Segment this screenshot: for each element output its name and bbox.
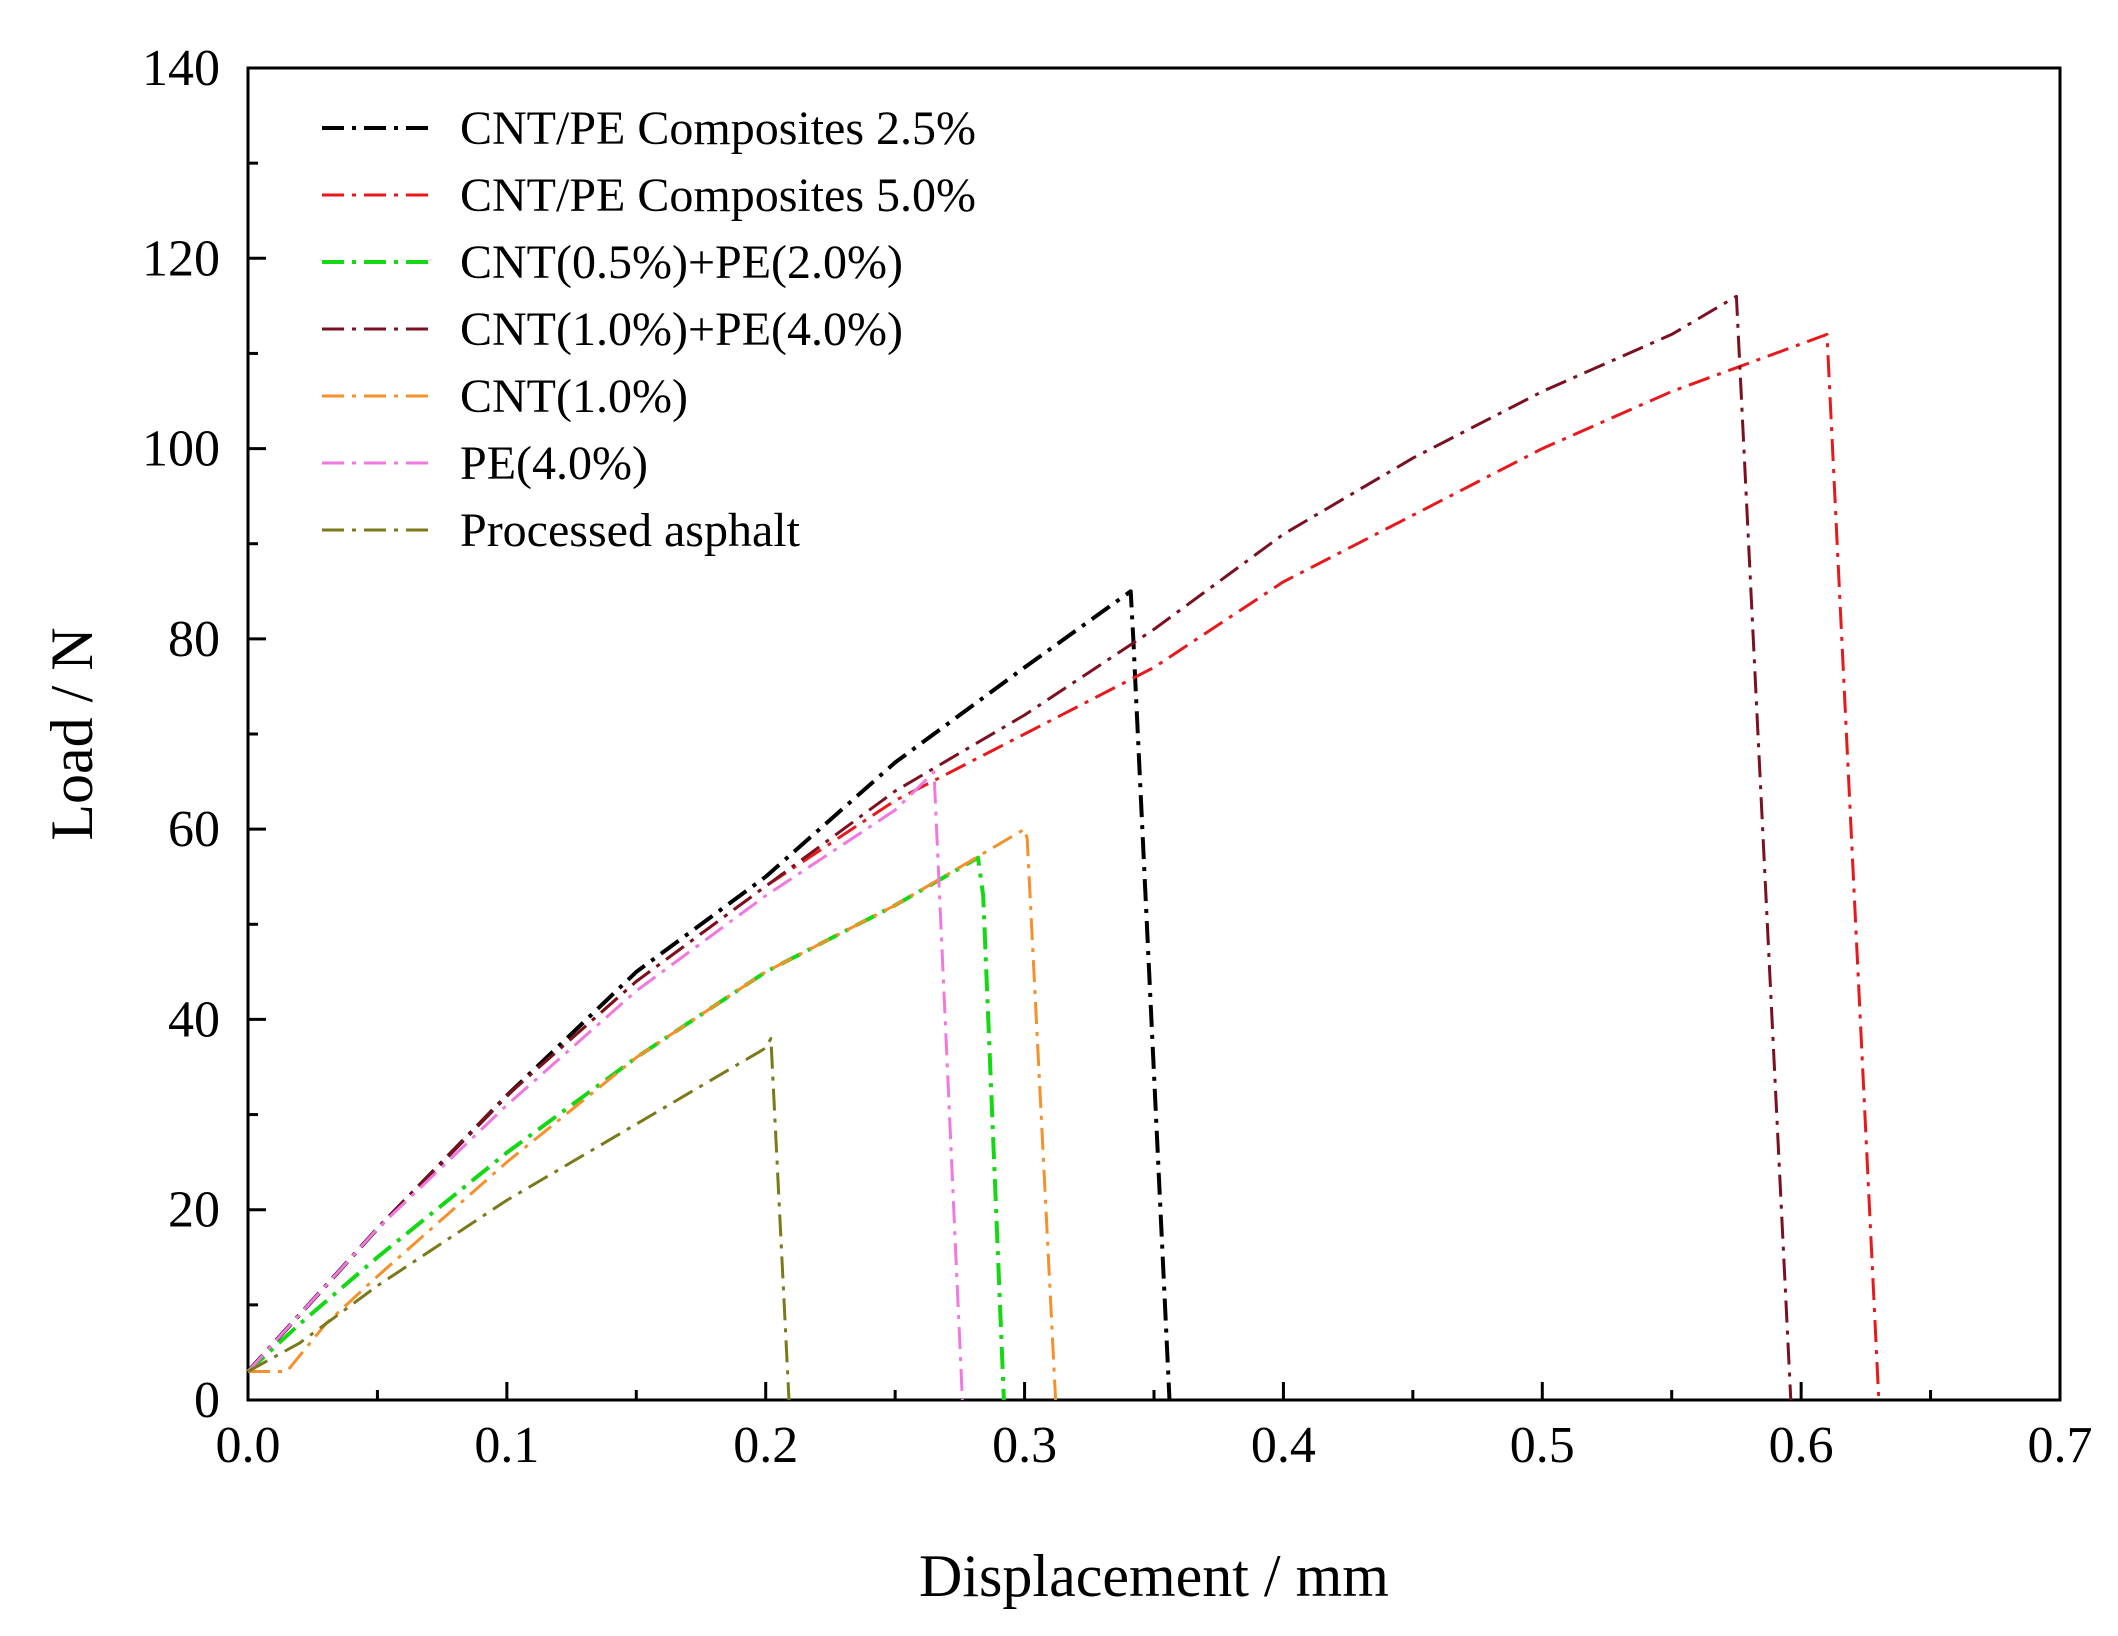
series-line-cnt-pe-composites-2-5: [246, 589, 1172, 1401]
y-tick-label: 0: [194, 1372, 220, 1429]
x-tick-label: 0.0: [216, 1417, 281, 1474]
y-tick-label: 20: [168, 1182, 220, 1239]
y-tick-label: 40: [168, 991, 220, 1048]
legend: CNT/PE Composites 2.5% CNT/PE Composites …: [322, 102, 976, 557]
x-tick-label: 0.5: [1510, 1417, 1575, 1474]
legend-label: CNT(1.0%): [460, 370, 688, 423]
legend-label: CNT/PE Composites 2.5%: [460, 102, 976, 155]
series-line-pe-4-0: [246, 770, 964, 1401]
series-line-processed-asphalt: [247, 1037, 791, 1401]
x-tick-label: 0.7: [2028, 1417, 2093, 1474]
y-tick-label: 100: [142, 421, 220, 478]
series-line-cnt-pe-composites-5-0: [246, 332, 1881, 1401]
y-tick-label: 120: [142, 230, 220, 287]
series-line-cnt-1-0-pe-4-0: [246, 294, 1793, 1401]
series-line-cnt-0-5-pe-2-0: [246, 855, 1006, 1401]
y-tick-label: 80: [168, 611, 220, 668]
legend-label: CNT/PE Composites 5.0%: [460, 169, 976, 222]
series-line-cnt-1-0: [248, 827, 1058, 1401]
legend-label: CNT(0.5%)+PE(2.0%): [460, 236, 903, 289]
x-tick-label: 0.3: [992, 1417, 1057, 1474]
y-axis-title: Load / N: [39, 627, 105, 840]
x-tick-label: 0.2: [733, 1417, 798, 1474]
x-tick-label: 0.4: [1251, 1417, 1316, 1474]
axis-ticks: 0.0 0.1 0.2 0.3 0.4 0.5 0.6 0.7 0 20 40 60 80 100 120 1…: [142, 40, 2093, 1474]
y-tick-label: 60: [168, 801, 220, 858]
legend-label: Processed asphalt: [460, 504, 801, 557]
series-lines: [246, 294, 1881, 1401]
x-tick-label: 0.1: [474, 1417, 539, 1474]
legend-label: PE(4.0%): [460, 437, 648, 490]
x-axis-title: Displacement / mm: [919, 1543, 1389, 1609]
x-tick-label: 0.6: [1769, 1417, 1834, 1474]
y-tick-label: 140: [142, 40, 220, 97]
legend-label: CNT(1.0%)+PE(4.0%): [460, 303, 903, 356]
